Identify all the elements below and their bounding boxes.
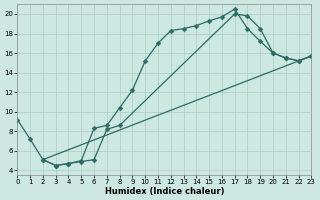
X-axis label: Humidex (Indice chaleur): Humidex (Indice chaleur) (105, 187, 224, 196)
